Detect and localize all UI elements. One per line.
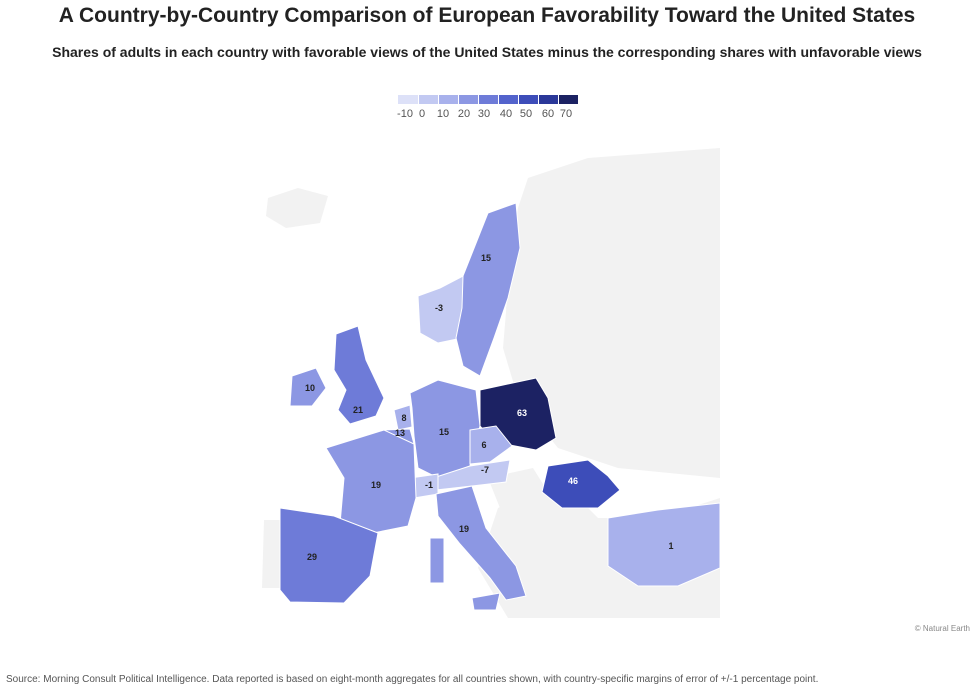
legend-swatch (499, 95, 519, 104)
legend-tick-label: 60 (541, 108, 555, 120)
map-credit: © Natural Earth (914, 624, 970, 633)
country-label-belgium: 13 (395, 428, 405, 438)
country-label-sweden: 15 (481, 253, 491, 263)
legend-tick-labels: -10 0 10 20 30 40 50 60 70 (397, 108, 579, 122)
country-turkey (607, 502, 720, 587)
legend-swatch (398, 95, 419, 104)
country-france (325, 429, 417, 535)
country-label-romania: 46 (568, 476, 578, 486)
country-romania (541, 459, 621, 509)
country-netherlands (393, 404, 413, 431)
country-label-turkey: 1 (668, 541, 673, 551)
europe-map: -3 15 10 21 8 13 15 63 6 -7 -1 19 19 29 46 1 (258, 148, 720, 618)
country-label-norway: -3 (435, 303, 443, 313)
legend-tick-label: 0 (418, 108, 426, 120)
legend-tick-label: 10 (436, 108, 450, 120)
country-label-switzerland: -1 (425, 480, 433, 490)
country-label-germany: 15 (439, 427, 449, 437)
background-land-finland (506, 200, 558, 363)
country-label-france: 19 (371, 480, 381, 490)
country-label-czechia: 6 (481, 440, 486, 450)
background-land-portugal (262, 520, 280, 588)
country-spain (279, 507, 379, 604)
background-land-balkans (488, 468, 588, 578)
country-label-austria: -7 (481, 465, 489, 475)
chart-subtitle: Shares of adults in each country with fa… (52, 44, 922, 60)
legend-swatch (459, 95, 479, 104)
legend-tick-label: 70 (559, 108, 573, 120)
country-label-spain: 29 (307, 552, 317, 562)
legend-swatch (479, 95, 499, 104)
color-legend: -10 0 10 20 30 40 50 60 70 (397, 95, 579, 122)
country-united-kingdom (333, 325, 385, 425)
legend-tick-label: 40 (499, 108, 513, 120)
legend-tick-label: 30 (477, 108, 491, 120)
country-label-netherlands: 8 (401, 413, 406, 423)
chart-title: A Country-by-Country Comparison of Europ… (58, 4, 916, 27)
country-label-united-kingdom: 21 (353, 405, 363, 415)
country-ireland (289, 367, 327, 407)
legend-tick-label: 50 (519, 108, 533, 120)
country-label-italy: 19 (459, 524, 469, 534)
country-czechia (469, 425, 513, 465)
legend-swatch (419, 95, 439, 104)
country-sweden (455, 202, 521, 377)
source-note: Source: Morning Consult Political Intell… (6, 674, 819, 685)
country-label-ireland: 10 (305, 383, 315, 393)
legend-swatch (559, 95, 579, 104)
legend-swatch (439, 95, 459, 104)
country-italy (429, 485, 527, 611)
legend-swatch (519, 95, 539, 104)
legend-tick-label: 20 (457, 108, 471, 120)
background-land-iceland (266, 188, 328, 228)
legend-swatch (539, 95, 559, 104)
legend-color-scale (398, 95, 579, 104)
country-label-poland: 63 (517, 408, 527, 418)
legend-tick-label: -10 (397, 108, 413, 120)
